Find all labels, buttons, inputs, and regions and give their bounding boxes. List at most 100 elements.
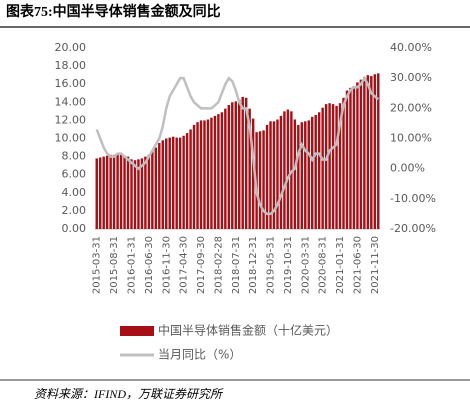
y-tick-label: 10.00 [55, 132, 87, 145]
bar [224, 108, 227, 229]
y2-tick-label: 40.00% [390, 41, 432, 54]
x-tick-label: 2019-10-31 [283, 236, 294, 294]
legend-swatch [120, 326, 154, 336]
bar [377, 73, 380, 229]
y2-tick-label: 10.00% [390, 132, 432, 145]
chart-title: 图表75:中国半导体销售金额及同比 [6, 3, 221, 20]
x-tick-label: 2015-08-31 [109, 236, 120, 294]
bar [272, 121, 276, 229]
bar [345, 90, 349, 229]
bar [171, 136, 175, 229]
bar [349, 87, 352, 229]
bar [213, 115, 217, 229]
bar [140, 158, 144, 229]
bar [192, 124, 196, 229]
x-tick-label: 2017-04-30 [179, 236, 190, 294]
bar [328, 103, 331, 229]
bar [359, 79, 363, 229]
bar [304, 121, 307, 229]
y-tick-label: 6.00 [62, 168, 87, 181]
bar [297, 124, 300, 229]
x-tick-label: 2021-06-30 [352, 236, 363, 294]
bar [283, 111, 286, 229]
x-tick-label: 2018-07-31 [231, 236, 242, 294]
bar [199, 120, 203, 229]
bar [196, 122, 199, 229]
bar [279, 115, 283, 229]
bar [331, 104, 335, 229]
bar [210, 117, 213, 229]
bar [373, 74, 377, 230]
bar [262, 130, 265, 229]
bar [231, 102, 234, 229]
bar [258, 131, 262, 229]
bar [95, 158, 98, 229]
bar [317, 112, 321, 229]
x-tick-label: 2015-03-31 [92, 236, 103, 294]
bar [366, 75, 370, 230]
bar [314, 114, 317, 229]
bar [269, 121, 272, 229]
bar [370, 76, 373, 230]
x-tick-label: 2020-03-31 [300, 236, 311, 294]
bar [293, 119, 297, 229]
y2-tick-label: -20.00% [390, 222, 436, 235]
y-tick-label: 18.00 [55, 59, 87, 72]
x-tick-label: 2021-11-30 [370, 236, 381, 294]
y-tick-label: 12.00 [55, 113, 87, 126]
y2-tick-label: 20.00% [390, 101, 432, 114]
y-tick-label: 0.00 [62, 222, 87, 235]
bar [248, 108, 251, 229]
bar [168, 137, 171, 229]
bar [241, 96, 244, 230]
bar [220, 112, 224, 229]
bar [133, 160, 137, 229]
y-tick-label: 16.00 [55, 77, 87, 90]
bar [352, 86, 356, 229]
bar [234, 101, 237, 229]
x-tick-label: 2016-11-30 [161, 236, 172, 294]
bar [356, 82, 359, 229]
bar [206, 119, 210, 229]
x-tick-label: 2018-02-28 [213, 236, 224, 294]
bar [144, 156, 147, 229]
bar [112, 154, 116, 229]
bar [182, 135, 185, 229]
bar [105, 155, 109, 229]
bar [147, 154, 151, 229]
x-tick-label: 2017-09-30 [196, 236, 207, 294]
bar [189, 129, 192, 229]
bar [244, 97, 248, 230]
y-tick-label: 14.00 [55, 95, 87, 108]
bar [123, 155, 126, 229]
bar [342, 97, 345, 230]
y2-tick-label: 30.00% [390, 71, 432, 84]
y-tick-label: 2.00 [62, 204, 87, 217]
x-tick-label: 2018-12-31 [248, 236, 259, 294]
bar [119, 154, 123, 229]
y2-tick-label: 0.00% [390, 162, 425, 175]
y2-tick-label: -10.00% [390, 192, 436, 205]
bar [286, 109, 290, 229]
bar [98, 157, 102, 229]
bar [217, 114, 220, 229]
bar [175, 137, 178, 229]
bar [137, 159, 140, 229]
bar [161, 140, 164, 229]
bar [338, 103, 342, 229]
x-tick-label: 2016-06-30 [144, 236, 155, 294]
bar [178, 137, 182, 229]
bar [203, 120, 206, 229]
bar [300, 122, 304, 229]
legend-label: 当月同比（%） [158, 348, 241, 362]
x-tick-label: 2021-01-31 [335, 236, 346, 294]
x-tick-label: 2016-01-31 [126, 236, 137, 294]
bar [165, 138, 168, 229]
bar [324, 104, 328, 229]
bar [158, 143, 161, 229]
bar [335, 105, 338, 229]
bar [185, 133, 189, 229]
bar [321, 107, 324, 229]
y-tick-label: 20.00 [55, 41, 87, 54]
